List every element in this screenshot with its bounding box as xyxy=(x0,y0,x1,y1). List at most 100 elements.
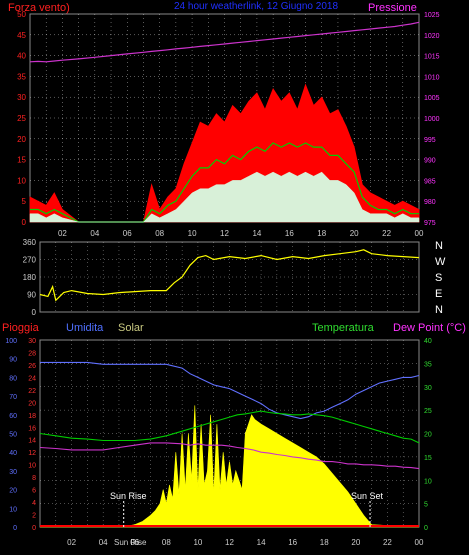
pressure-tick-label: 980 xyxy=(424,199,436,206)
wind-x-tick-label: 18 xyxy=(317,229,326,238)
wind-tick-label: 35 xyxy=(17,72,26,81)
solar-label: Solar xyxy=(118,322,144,334)
weather-x-tick-label: 00 xyxy=(415,538,424,547)
temperature-tick-label: 40 xyxy=(424,338,432,345)
rain-tick-label: 14 xyxy=(28,438,36,445)
wind-tick-label: 45 xyxy=(17,31,26,40)
weather-x-tick-label: 20 xyxy=(351,538,360,547)
wind-tick-label: 0 xyxy=(22,218,27,227)
wind-tick-label: 30 xyxy=(17,93,26,102)
compass-e: E xyxy=(435,288,442,300)
wind-tick-label: 5 xyxy=(22,197,27,206)
wind-tick-label: 15 xyxy=(17,156,26,165)
humidity-tick-label: 100 xyxy=(5,338,17,345)
temperature-series xyxy=(39,410,420,444)
rain-tick-label: 28 xyxy=(28,350,36,357)
wind-x-tick-label: 06 xyxy=(123,229,132,238)
temperature-tick-label: 25 xyxy=(424,408,432,415)
rain-tick-label: 8 xyxy=(32,475,36,482)
pressure-tick-label: 1025 xyxy=(424,12,440,19)
compass-s: S xyxy=(435,272,442,284)
rain-tick-label: 20 xyxy=(28,400,36,407)
humidity-tick-label: 50 xyxy=(9,432,17,439)
wind-x-tick-label: 14 xyxy=(252,229,261,238)
humidity-tick-label: 30 xyxy=(9,469,17,476)
pressure-tick-label: 975 xyxy=(424,220,436,227)
rain-tick-label: 0 xyxy=(32,525,36,532)
rain-tick-label: 18 xyxy=(28,413,36,420)
humidity-tick-label: 90 xyxy=(9,357,17,364)
wind-axis-label: Forza vento) xyxy=(8,2,70,14)
humidity-series xyxy=(40,361,420,420)
wind-tick-label: 50 xyxy=(17,10,26,19)
humidity-tick-label: 40 xyxy=(9,450,17,457)
wind-x-tick-label: 02 xyxy=(58,229,67,238)
pressure-axis-label: Pressione xyxy=(368,2,417,14)
humidity-label: Umidita xyxy=(66,322,104,334)
weather-x-tick-label: 16 xyxy=(288,538,297,547)
pressure-tick-label: 1015 xyxy=(424,54,440,61)
weather-x-tick-label: 14 xyxy=(257,538,266,547)
temperature-tick-label: 30 xyxy=(424,385,432,392)
humidity-tick-label: 0 xyxy=(13,525,17,532)
pressure-tick-label: 990 xyxy=(424,158,436,165)
weather-x-tick-label: 08 xyxy=(162,538,171,547)
rain-tick-label: 16 xyxy=(28,425,36,432)
pressure-tick-label: 1000 xyxy=(424,116,440,123)
pressure-tick-label: 1005 xyxy=(424,95,440,102)
compass-n-bottom: N xyxy=(435,304,443,316)
direction-tick-label: 180 xyxy=(23,273,37,282)
pressure-series xyxy=(29,21,420,63)
sunset-label: Sun Set xyxy=(351,491,384,501)
humidity-tick-label: 20 xyxy=(9,488,17,495)
wind-x-tick-label: 20 xyxy=(350,229,359,238)
wind-tick-label: 20 xyxy=(17,135,26,144)
dewpoint-series xyxy=(39,442,420,470)
temperature-tick-label: 10 xyxy=(424,478,432,485)
direction-tick-label: 270 xyxy=(23,256,37,265)
rain-tick-label: 12 xyxy=(28,450,36,457)
humidity-tick-label: 60 xyxy=(9,413,17,420)
wind-tick-label: 40 xyxy=(17,52,26,61)
pressure-tick-label: 995 xyxy=(424,137,436,144)
sunrise-label: Sun Rise xyxy=(110,491,147,501)
wind-x-tick-label: 16 xyxy=(285,229,294,238)
temperature-tick-label: 20 xyxy=(424,432,432,439)
weather-x-tick-label: 04 xyxy=(99,538,108,547)
rain-label: Pioggia xyxy=(2,322,40,334)
wind-x-tick-label: 08 xyxy=(155,229,164,238)
wind-tick-label: 25 xyxy=(17,114,26,123)
wind-x-tick-label: 04 xyxy=(90,229,99,238)
weather-x-tick-label: 06 xyxy=(130,538,139,547)
dewpoint-label: Dew Point (°C) xyxy=(393,322,466,334)
direction-tick-label: 0 xyxy=(32,308,37,317)
temperature-label: Temperatura xyxy=(312,322,375,334)
wind-x-tick-label: 10 xyxy=(188,229,197,238)
temperature-tick-label: 35 xyxy=(424,361,432,368)
wind-tick-label: 10 xyxy=(17,176,26,185)
rain-tick-label: 22 xyxy=(28,388,36,395)
rain-tick-label: 4 xyxy=(32,500,36,507)
compass-n-top: N xyxy=(435,240,443,252)
weather-x-tick-label: 18 xyxy=(320,538,329,547)
humidity-tick-label: 70 xyxy=(9,394,17,401)
humidity-tick-label: 80 xyxy=(9,375,17,382)
sunrise-overlap-label: Sun Rise xyxy=(114,538,147,547)
rain-tick-label: 2 xyxy=(32,513,36,520)
chart-title: 24 hour weatherlink, 12 Giugno 2018 xyxy=(174,1,338,12)
wind-x-tick-label: 00 xyxy=(415,229,424,238)
pressure-tick-label: 985 xyxy=(424,178,436,185)
humidity-tick-label: 10 xyxy=(9,506,17,513)
direction-tick-label: 360 xyxy=(23,238,37,247)
solar-series xyxy=(40,405,420,528)
rain-tick-label: 24 xyxy=(28,375,36,382)
weather-x-tick-label: 22 xyxy=(383,538,392,547)
wind-x-tick-label: 22 xyxy=(382,229,391,238)
wind-x-tick-label: 12 xyxy=(220,229,229,238)
pressure-tick-label: 1010 xyxy=(424,74,440,81)
rain-tick-label: 30 xyxy=(28,338,36,345)
wind-speed-series xyxy=(29,171,420,223)
rain-tick-label: 26 xyxy=(28,363,36,370)
rain-tick-label: 6 xyxy=(32,488,36,495)
